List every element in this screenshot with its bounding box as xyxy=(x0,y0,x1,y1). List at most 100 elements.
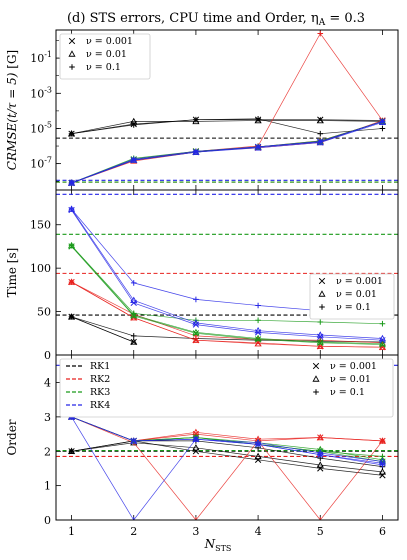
data-point-rk1-plus xyxy=(317,130,324,137)
data-point-rk4-triangle xyxy=(316,138,324,146)
y-axis-label-order: Order xyxy=(5,419,19,455)
data-point-rk1-plus xyxy=(379,125,386,132)
data-point-rk1-plus xyxy=(193,116,199,123)
data-point-rk1-triangle xyxy=(254,452,262,460)
data-point-rk1-plus xyxy=(255,115,261,122)
legend-label: ν = 0.01 xyxy=(86,49,127,60)
legend-label: ν = 0.001 xyxy=(336,276,383,287)
panel-error-plot xyxy=(56,30,398,187)
data-point-rk4-plus xyxy=(193,296,199,303)
data-point-rk1-x xyxy=(379,472,386,479)
legend-label: RK1 xyxy=(90,361,110,372)
legend-label: ν = 0.1 xyxy=(330,387,365,398)
data-point-rk1-triangle xyxy=(192,444,200,451)
series-line-rk4-triangle xyxy=(71,121,383,184)
data-point-rk4-plus xyxy=(317,451,324,458)
panel-error: 10-7 10-5 10-3 10-1 CRMSE(t/τ = 5) [G] ν = 0.… xyxy=(5,29,399,191)
data-point-rk4-triangle xyxy=(192,148,200,155)
y-tick-label: 2 xyxy=(44,445,51,458)
legend-label: ν = 0.001 xyxy=(330,361,377,372)
data-point-rk1-triangle xyxy=(254,116,262,124)
data-point-rk4-plus xyxy=(379,118,386,125)
x-axis-label: NSTS xyxy=(204,537,232,553)
data-point-rk1-x xyxy=(254,456,262,463)
data-point-rk4-plus xyxy=(68,206,75,212)
y-tick-label: 10-1 xyxy=(30,50,52,65)
data-point-rk2-triangle xyxy=(192,336,200,343)
data-point-rk4-plus xyxy=(130,156,137,163)
x-tick-label: 3 xyxy=(192,525,199,538)
data-point-rk1-triangle xyxy=(378,468,387,475)
legend-label: RK2 xyxy=(90,374,110,385)
data-point-rk3-x xyxy=(254,336,262,343)
series-line-rk4-triangle xyxy=(71,416,383,462)
data-point-rk2-triangle xyxy=(378,343,387,350)
series-line-rk1-plus xyxy=(71,118,383,135)
data-point-rk1-plus xyxy=(68,130,75,137)
data-point-rk3-triangle xyxy=(316,338,324,345)
legend-marker-x xyxy=(68,37,76,45)
y-tick-label: 10-7 xyxy=(30,156,52,171)
series-line-rk3-plus xyxy=(71,121,383,184)
data-point-rk1-x xyxy=(192,448,200,455)
legend-box xyxy=(59,358,394,418)
data-point-rk1-plus xyxy=(130,122,137,128)
legend-marker-triangle xyxy=(318,290,326,297)
x-tick-label: 2 xyxy=(130,525,137,538)
series-line-rk4-plus xyxy=(71,121,383,184)
data-point-rk1-triangle xyxy=(316,116,324,124)
data-point-rk4-triangle xyxy=(316,331,324,338)
legend-marker-plus xyxy=(69,64,75,70)
data-point-rk4-triangle xyxy=(192,319,200,326)
series-line-rk3-x xyxy=(71,246,383,345)
data-point-rk2-triangle xyxy=(254,339,262,347)
y-tick-label: 10-3 xyxy=(30,85,52,100)
legend-time: ν = 0.001 ν = 0.01 ν = 0.1 xyxy=(309,273,395,320)
data-point-rk4-plus xyxy=(317,138,324,145)
series-line-rk2-plus xyxy=(71,416,383,520)
data-point-rk2-plus xyxy=(317,517,324,520)
panel-order-frame xyxy=(55,354,399,521)
legend-label: RK4 xyxy=(90,400,110,411)
y-tick-label: 0 xyxy=(44,349,51,362)
series-line-rk1-x xyxy=(71,440,383,476)
data-point-rk4-plus xyxy=(193,148,199,155)
x-tick-label: 5 xyxy=(317,525,324,538)
panel-order: 0 1 2 3 4 1 2 3 4 5 6 Order RK1 RK2 RK3 RK4 ν = 0.001 ν =… xyxy=(5,354,399,538)
legend-box xyxy=(59,33,151,80)
series-line-rk3-triangle xyxy=(71,121,383,184)
data-point-rk4-triangle xyxy=(254,144,262,151)
legend-label: ν = 0.1 xyxy=(86,62,121,73)
data-point-rk3-x xyxy=(317,339,324,346)
legend-marker-triangle xyxy=(68,50,76,57)
data-point-rk1-triangle xyxy=(316,461,324,468)
legend-marker-plus xyxy=(313,389,319,395)
legend-order: RK1 RK2 RK3 RK4 ν = 0.001 ν = 0.01 ν = 0.1 xyxy=(59,358,394,418)
figure-title: (d) STS errors, CPU time and Order, ηA =… xyxy=(67,11,365,28)
series-line-rk1-plus xyxy=(71,316,383,343)
y-axis-label-time: Time [s] xyxy=(5,248,19,298)
series-line-rk4-triangle xyxy=(71,208,383,339)
data-point-rk1-plus xyxy=(68,448,75,455)
y-tick-label: 3 xyxy=(44,411,51,424)
data-point-rk1-triangle xyxy=(192,117,200,125)
legend-label: ν = 0.1 xyxy=(336,302,371,313)
series-line-rk3-plus xyxy=(71,245,383,325)
series-line-rk4-x xyxy=(71,209,383,341)
legend-label: RK3 xyxy=(90,387,110,398)
data-point-rk3-triangle xyxy=(254,334,262,342)
y-tick-label: 100 xyxy=(30,262,51,275)
data-point-rk2-plus xyxy=(193,517,199,520)
legend-label: ν = 0.01 xyxy=(330,374,371,385)
data-point-rk2-plus xyxy=(193,333,199,339)
data-point-rk3-triangle xyxy=(192,328,200,336)
data-point-rk4-triangle xyxy=(254,326,262,334)
data-point-rk3-plus xyxy=(255,317,261,324)
series-line-rk1-triangle xyxy=(71,120,383,135)
data-point-rk3-plus xyxy=(379,320,386,327)
panels: 10-7 10-5 10-3 10-1 CRMSE(t/τ = 5) [G] ν = 0.… xyxy=(5,29,399,538)
y-tick-label: 0 xyxy=(44,514,51,527)
series-line-rk2-plus xyxy=(71,281,383,344)
series-line-rk4-plus xyxy=(71,416,383,520)
data-point-rk1-plus xyxy=(68,313,75,320)
